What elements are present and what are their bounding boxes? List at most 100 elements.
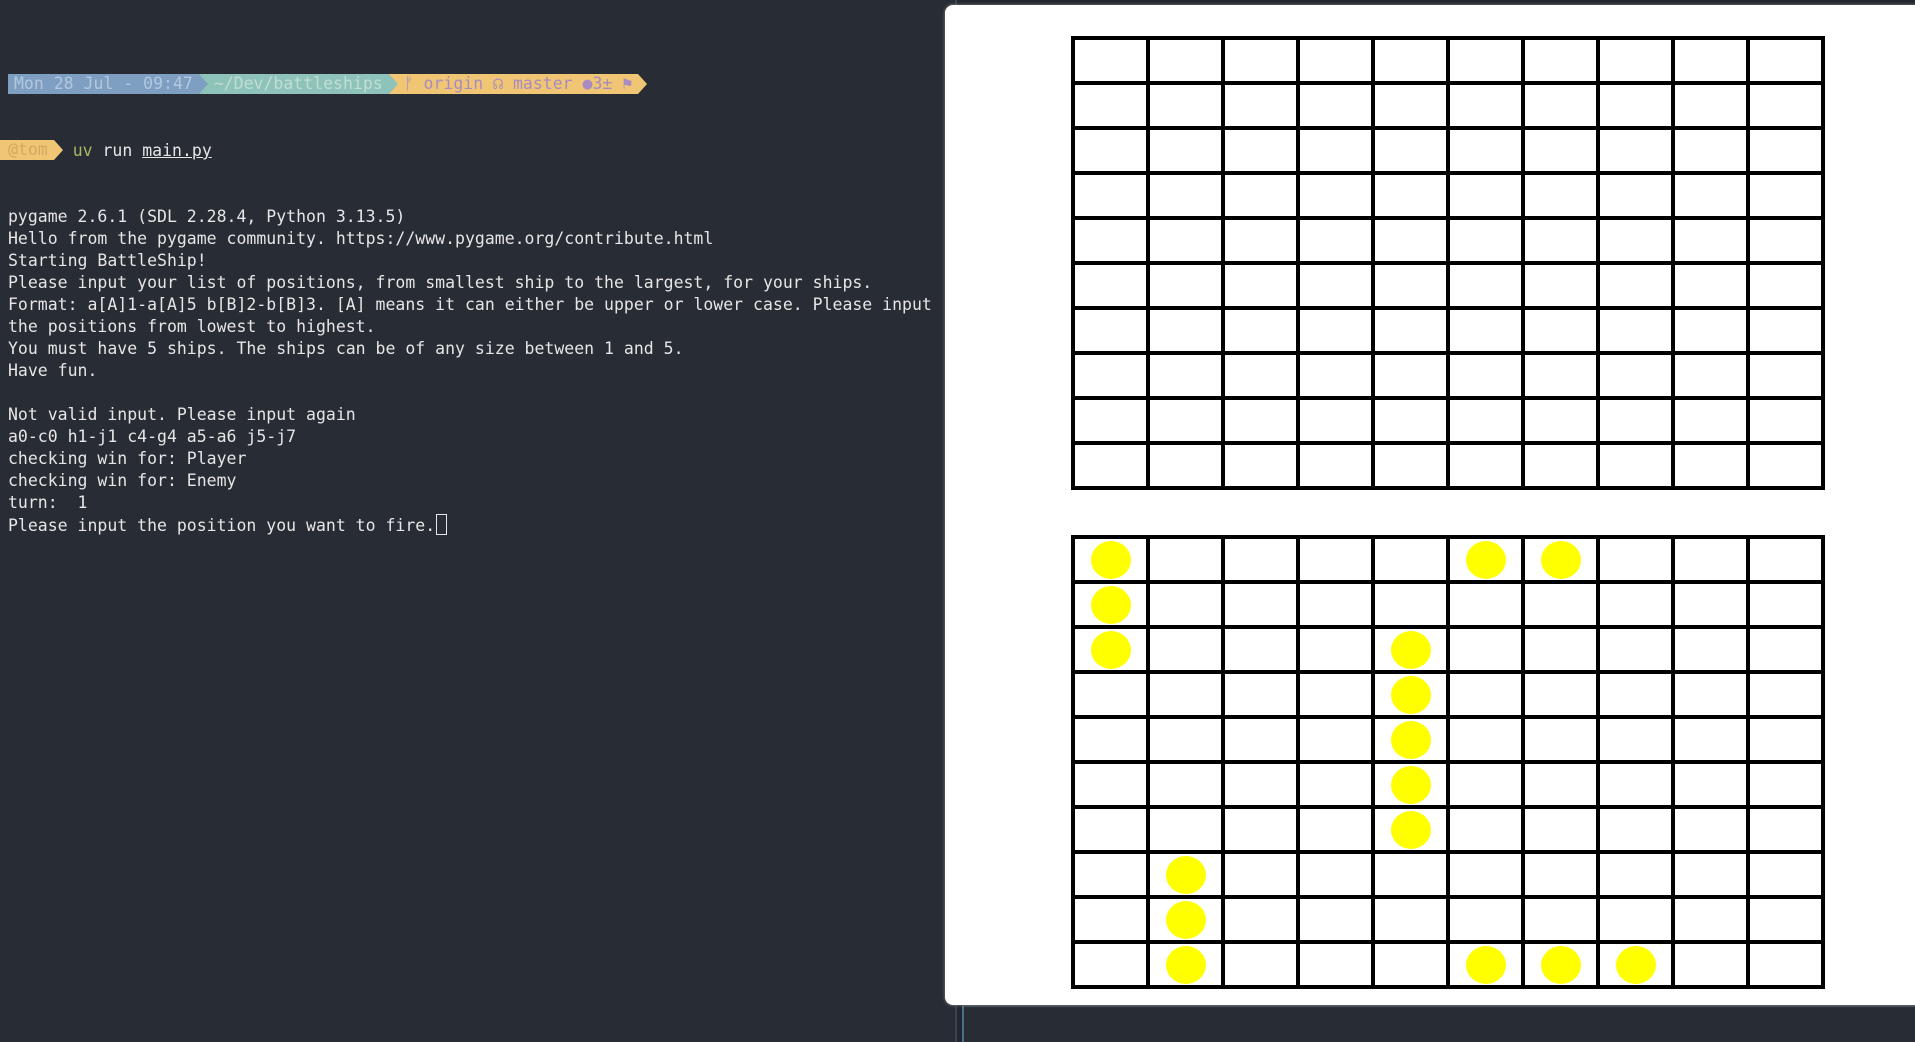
board-cell[interactable] [1450,355,1521,396]
board-cell[interactable] [1525,400,1596,441]
board-cell[interactable] [1525,40,1596,81]
board-cell[interactable] [1675,220,1746,261]
board-cell[interactable] [1750,445,1821,486]
board-cell[interactable] [1300,85,1371,126]
board-cell[interactable] [1600,400,1671,441]
board-cell[interactable] [1600,265,1671,306]
board-cell[interactable] [1525,175,1596,216]
board-cell[interactable] [1450,40,1521,81]
board-cell[interactable] [1675,130,1746,171]
board-cell[interactable] [1375,40,1446,81]
board-cell[interactable] [1075,265,1146,306]
board-cell[interactable] [1075,445,1146,486]
board-cell[interactable] [1075,85,1146,126]
board-cell[interactable] [1450,130,1521,171]
board-cell[interactable] [1600,220,1671,261]
board-cell[interactable] [1675,175,1746,216]
board-cell[interactable] [1675,445,1746,486]
board-cell[interactable] [1150,220,1221,261]
board-cell[interactable] [1075,355,1146,396]
board-cell[interactable] [1300,265,1371,306]
board-cell[interactable] [1525,355,1596,396]
board-cell[interactable] [1525,85,1596,126]
board-cell[interactable] [1600,85,1671,126]
board-cell[interactable] [1300,220,1371,261]
board-cell[interactable] [1675,265,1746,306]
board-cell[interactable] [1750,85,1821,126]
board-cell[interactable] [1750,40,1821,81]
board-cell[interactable] [1225,355,1296,396]
board-cell[interactable] [1150,265,1221,306]
board-cell[interactable] [1150,310,1221,351]
board-cell[interactable] [1450,85,1521,126]
board-cell[interactable] [1150,130,1221,171]
board-cell[interactable] [1225,85,1296,126]
board-cell[interactable] [1225,445,1296,486]
board-cell[interactable] [1750,130,1821,171]
board-cell[interactable] [1675,310,1746,351]
board-cell[interactable] [1600,40,1671,81]
board-cell[interactable] [1600,445,1671,486]
board-cell[interactable] [1150,400,1221,441]
board-cell[interactable] [1150,445,1221,486]
board-cell[interactable] [1375,220,1446,261]
board-cell[interactable] [1675,355,1746,396]
board-cell[interactable] [1750,265,1821,306]
board-cell[interactable] [1525,310,1596,351]
board-cell[interactable] [1675,40,1746,81]
board-cell[interactable] [1150,85,1221,126]
board-cell[interactable] [1600,310,1671,351]
terminal-cursor[interactable] [436,514,448,535]
board-cell[interactable] [1075,40,1146,81]
board-cell[interactable] [1375,400,1446,441]
terminal-pane-bottom[interactable] [962,1005,1915,1042]
board-cell[interactable] [1375,175,1446,216]
board-cell[interactable] [1525,220,1596,261]
board-cell[interactable] [1225,220,1296,261]
board-cell[interactable] [1750,400,1821,441]
terminal-window[interactable]: Mon 28 Jul - 09:47 ~/Dev/battleships ᚠ o… [0,0,957,1042]
board-cell[interactable] [1450,445,1521,486]
board-cell[interactable] [1225,310,1296,351]
board-cell[interactable] [1150,175,1221,216]
board-cell[interactable] [1300,130,1371,171]
board-cell[interactable] [1075,220,1146,261]
board-cell[interactable] [1375,310,1446,351]
board-cell[interactable] [1225,130,1296,171]
board-cell[interactable] [1600,130,1671,171]
board-cell[interactable] [1150,355,1221,396]
board-cell[interactable] [1075,130,1146,171]
board-cell[interactable] [1675,85,1746,126]
board-cell[interactable] [1225,400,1296,441]
enemy-board[interactable] [1071,36,1825,490]
board-cell[interactable] [1375,265,1446,306]
board-cell[interactable] [1375,130,1446,171]
board-cell[interactable] [1450,265,1521,306]
board-cell[interactable] [1225,265,1296,306]
board-cell[interactable] [1750,220,1821,261]
board-cell[interactable] [1075,175,1146,216]
board-cell[interactable] [1300,400,1371,441]
board-cell[interactable] [1600,355,1671,396]
board-cell[interactable] [1300,445,1371,486]
board-cell[interactable] [1450,175,1521,216]
board-cell[interactable] [1300,355,1371,396]
board-cell[interactable] [1300,310,1371,351]
board-cell[interactable] [1300,40,1371,81]
board-cell[interactable] [1525,130,1596,171]
board-cell[interactable] [1375,355,1446,396]
board-cell[interactable] [1075,400,1146,441]
board-cell[interactable] [1525,265,1596,306]
board-cell[interactable] [1225,40,1296,81]
board-cell[interactable] [1450,310,1521,351]
board-cell[interactable] [1375,445,1446,486]
board-cell[interactable] [1075,310,1146,351]
board-cell[interactable] [1300,175,1371,216]
board-cell[interactable] [1525,445,1596,486]
board-cell[interactable] [1150,40,1221,81]
board-cell[interactable] [1375,85,1446,126]
board-cell[interactable] [1450,400,1521,441]
board-cell[interactable] [1600,175,1671,216]
board-cell[interactable] [1750,355,1821,396]
board-cell[interactable] [1225,175,1296,216]
